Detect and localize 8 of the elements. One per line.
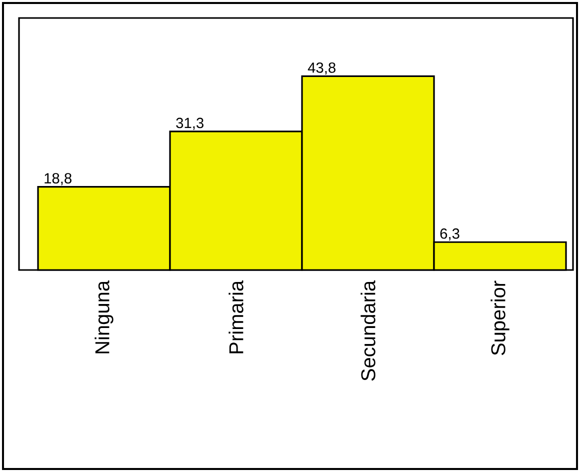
data-label: 6,3	[440, 228, 460, 241]
x-tick-label: Secundaria	[360, 280, 376, 381]
data-label: 31,3	[176, 118, 204, 130]
x-tick-label: Primaria	[228, 280, 244, 354]
data-label: 43,8	[308, 62, 336, 75]
x-tick-label: Ninguna	[94, 280, 114, 354]
x-tick-label: Superior	[490, 280, 510, 356]
data-label: 18,8	[44, 173, 72, 186]
